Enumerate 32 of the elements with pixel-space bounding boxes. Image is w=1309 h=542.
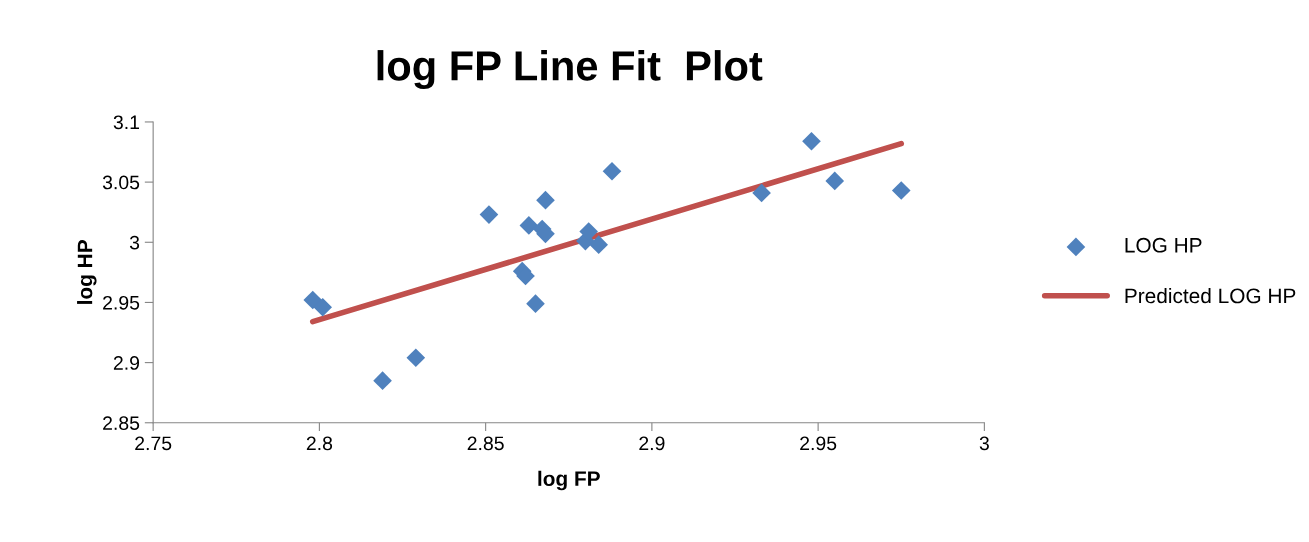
point [526,294,545,313]
legend-label: LOG HP [1125,237,1202,253]
point [406,348,426,368]
y-tick-label: 3.05 [102,175,140,190]
x-tick-label: 2.8 [306,436,333,451]
y-tick-label: 2.95 [103,295,140,310]
y-tick-label: 2.9 [113,356,140,370]
point [303,290,323,310]
point [802,131,821,151]
x-tick-label: 2.9 [639,436,665,451]
legend-label: Predicted LOG HP [1125,287,1296,304]
point [536,190,555,210]
point [589,235,608,254]
x-tick-label: 3 [979,436,989,451]
y-tick-label: 2.85 [103,416,140,430]
x-axis-title: log FP [538,470,600,491]
point [752,183,771,203]
x-tick-label: 2.75 [135,436,172,451]
point [313,297,333,317]
point [479,205,499,224]
x-tick-label: 2.95 [800,436,837,451]
point [373,371,392,390]
point [579,222,599,241]
point [825,171,845,191]
chart-title: log FP Line Fit Plot [377,50,763,90]
point [519,216,539,235]
y-tick-label: 3 [129,235,140,250]
y-tick-label: 3.1 [113,115,140,130]
point [891,181,911,200]
x-tick-label: 2.85 [467,436,504,451]
point [602,161,622,181]
y-axis-title: log HP [77,240,97,304]
